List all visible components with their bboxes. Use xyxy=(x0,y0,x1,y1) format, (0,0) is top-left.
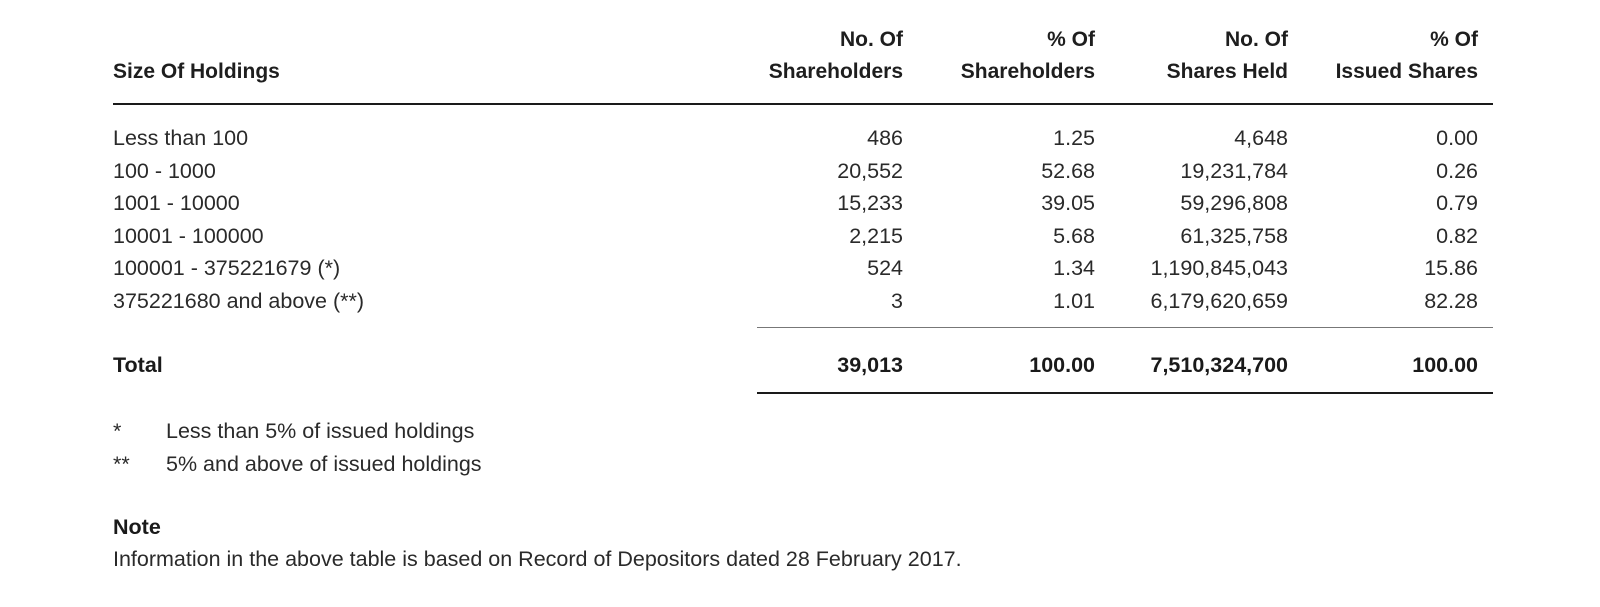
footnote-text: 5% and above of issued holdings xyxy=(166,451,482,476)
size-cell: 375221680 and above (**) xyxy=(113,288,365,313)
pct-shareholders-cell: 39.05 xyxy=(1041,191,1095,215)
no-shareholders-cell: 486 xyxy=(867,126,903,150)
no-shares-cell: 6,179,620,659 xyxy=(1150,288,1289,313)
pct-issued-cell: 0.82 xyxy=(1436,223,1478,248)
total-no-shareholders: 39,013 xyxy=(837,353,903,377)
pct-issued-cell: 0.00 xyxy=(1436,126,1478,150)
no-shares-cell: 19,231,784 xyxy=(1180,158,1288,183)
pct-issued-cell: 0.79 xyxy=(1436,191,1478,215)
size-cell: 1001 - 10000 xyxy=(113,191,240,215)
size-cell: 100001 - 375221679 (*) xyxy=(113,256,341,280)
header-line: Shareholders xyxy=(960,60,1095,83)
size-cell: 10001 - 100000 xyxy=(113,223,264,248)
pct-shareholders-cell: 1.34 xyxy=(1053,256,1095,280)
size-cell: Less than 100 xyxy=(113,126,249,150)
pct-shareholders-cell: 52.68 xyxy=(1041,158,1095,183)
header-line: % Of xyxy=(1430,28,1478,51)
header-line: No. Of xyxy=(840,28,903,51)
subtotal-divider xyxy=(757,327,1493,328)
total-label: Total xyxy=(113,353,163,377)
no-shares-cell: 1,190,845,043 xyxy=(1150,256,1289,280)
size-cell: 100 - 1000 xyxy=(113,158,216,183)
pct-shareholders-cell: 5.68 xyxy=(1053,223,1095,248)
header-pct-of-shareholders: % Of Shareholders xyxy=(961,24,1095,88)
no-shareholders-cell: 524 xyxy=(867,256,903,280)
total-divider xyxy=(757,392,1493,394)
table-row: 100001 - 375221679 (*) 524 1.34 1,190,84… xyxy=(0,252,1600,285)
header-line: Shareholders xyxy=(768,60,903,83)
pct-shareholders-cell: 1.25 xyxy=(1053,126,1095,150)
no-shares-cell: 61,325,758 xyxy=(1180,223,1288,248)
pct-shareholders-cell: 1.01 xyxy=(1053,288,1095,313)
pct-issued-cell: 0.26 xyxy=(1436,158,1478,183)
table-body: Less than 100 486 1.25 4,648 0.00 100 - … xyxy=(0,122,1600,317)
no-shareholders-cell: 20,552 xyxy=(837,158,903,183)
table-row: 1001 - 10000 15,233 39.05 59,296,808 0.7… xyxy=(0,187,1600,220)
total-row: Total 39,013 100.00 7,510,324,700 100.00 xyxy=(0,348,1600,382)
total-pct-shareholders: 100.00 xyxy=(1029,353,1095,377)
footnote-text: Less than 5% of issued holdings xyxy=(166,419,475,443)
total-no-shares: 7,510,324,700 xyxy=(1150,353,1289,377)
header-line: % Of xyxy=(1047,28,1095,51)
note-title: Note xyxy=(113,515,161,539)
pct-issued-cell: 82.28 xyxy=(1424,288,1478,313)
header-line: Issued Shares xyxy=(1335,60,1478,83)
table-row: 375221680 and above (**) 3 1.01 6,179,62… xyxy=(0,285,1600,318)
header-no-of-shares-held: No. Of Shares Held xyxy=(1167,24,1288,88)
no-shareholders-cell: 2,215 xyxy=(849,223,903,248)
no-shareholders-cell: 15,233 xyxy=(837,191,903,215)
no-shares-cell: 4,648 xyxy=(1234,126,1288,150)
table-row: Less than 100 486 1.25 4,648 0.00 xyxy=(0,122,1600,155)
total-pct-issued: 100.00 xyxy=(1412,353,1478,377)
table-row: 100 - 1000 20,552 52.68 19,231,784 0.26 xyxy=(0,155,1600,188)
footnote-mark: * xyxy=(113,419,122,443)
table-row: 10001 - 100000 2,215 5.68 61,325,758 0.8… xyxy=(0,220,1600,253)
pct-issued-cell: 15.86 xyxy=(1424,256,1478,280)
header-divider xyxy=(113,103,1493,105)
header-no-of-shareholders: No. Of Shareholders xyxy=(769,24,903,88)
header-pct-of-issued-shares: % Of Issued Shares xyxy=(1336,24,1478,88)
footnote-mark: ** xyxy=(113,451,130,476)
header-line: Shares Held xyxy=(1166,60,1288,83)
header-line: No. Of xyxy=(1225,28,1288,51)
no-shares-cell: 59,296,808 xyxy=(1180,191,1288,215)
header-size-of-holdings: Size Of Holdings xyxy=(113,60,280,83)
note-text: Information in the above table is based … xyxy=(113,547,962,571)
no-shareholders-cell: 3 xyxy=(891,288,903,313)
